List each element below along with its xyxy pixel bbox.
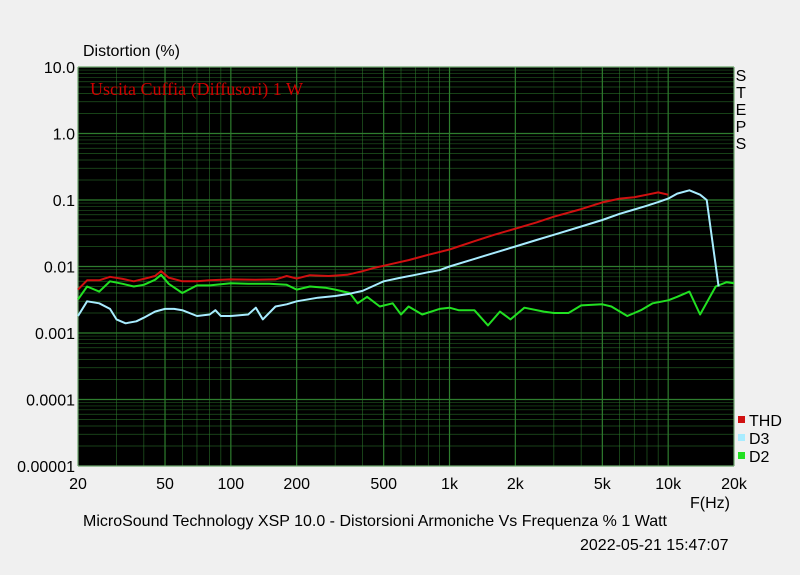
x-tick-label: 10k (655, 476, 682, 493)
grid-lines (77, 66, 735, 467)
steps-letter: E (736, 102, 747, 119)
steps-letter: S (736, 68, 747, 85)
x-tick-label: 50 (156, 476, 174, 493)
y-tick-label: 0.0001 (26, 393, 75, 410)
legend-label-d3: D3 (749, 431, 770, 448)
y-tick-label: 1.0 (53, 127, 75, 144)
timestamp: 2022-05-21 15:47:07 (580, 537, 729, 554)
series-line-d3 (77, 189, 720, 325)
y-tick-label: 10.0 (44, 60, 75, 77)
y-tick-label: 0.00001 (17, 459, 75, 476)
y-tick-label: 0.1 (53, 193, 75, 210)
y-axis-label: Distortion (%) (83, 43, 180, 60)
x-tick-label: 2k (507, 476, 525, 493)
legend-swatch-d2 (738, 452, 745, 459)
steps-letter: T (736, 85, 746, 102)
series-lines (77, 189, 735, 327)
legend-swatch-d3 (738, 434, 745, 441)
x-tick-label: 5k (594, 476, 612, 493)
series-line-thd (77, 191, 669, 291)
y-tick-label: 0.01 (44, 260, 75, 277)
series-line-d2 (77, 273, 735, 327)
x-tick-label: 1k (441, 476, 459, 493)
y-tick-label: 0.001 (35, 326, 75, 343)
steps-letter: S (736, 136, 747, 153)
chart-annotation: Uscita Cuffia (Diffusori) 1 W (90, 79, 303, 100)
x-tick-label: 20k (721, 476, 748, 493)
legend-label-thd: THD (749, 413, 782, 430)
legend-label-d2: D2 (749, 449, 770, 466)
x-axis-ticks: 20 50 100 200 500 1k 2k 5k 10k 20k (69, 476, 748, 493)
x-tick-label: 20 (69, 476, 87, 493)
x-tick-label: 100 (217, 476, 244, 493)
y-axis-ticks: 10.0 1.0 0.1 0.01 0.001 0.0001 0.00001 (17, 60, 75, 476)
x-tick-label: 200 (283, 476, 310, 493)
steps-letter: P (736, 119, 747, 136)
plot-border (77, 66, 735, 467)
footer-title: MicroSound Technology XSP 10.0 - Distors… (83, 513, 668, 530)
x-tick-label: 500 (370, 476, 397, 493)
x-axis-label: F(Hz) (690, 495, 730, 512)
legend-swatch-thd (738, 416, 745, 423)
